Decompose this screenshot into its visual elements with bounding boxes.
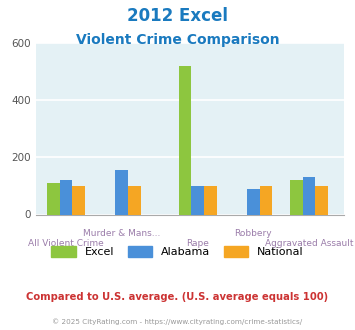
Bar [290,180,302,214]
Bar [47,183,60,214]
Text: © 2025 CityRating.com - https://www.cityrating.com/crime-statistics/: © 2025 CityRating.com - https://www.city… [53,318,302,325]
Text: 2012 Excel: 2012 Excel [127,7,228,25]
Text: Violent Crime Comparison: Violent Crime Comparison [76,33,279,47]
Text: Robbery: Robbery [234,229,272,238]
Text: Murder & Mans...: Murder & Mans... [83,229,160,238]
Text: All Violent Crime: All Violent Crime [28,239,104,248]
Bar [115,170,128,214]
Bar [302,177,315,214]
Bar [60,180,72,214]
Legend: Excel, Alabama, National: Excel, Alabama, National [47,242,308,262]
Bar [204,186,217,215]
Bar [72,186,85,215]
Text: Aggravated Assault: Aggravated Assault [265,239,353,248]
Bar [128,186,141,215]
Bar [191,186,204,215]
Bar [179,66,191,214]
Bar [247,189,260,214]
Text: Compared to U.S. average. (U.S. average equals 100): Compared to U.S. average. (U.S. average … [26,292,329,302]
Bar [315,186,328,215]
Text: Rape: Rape [186,239,209,248]
Bar [260,186,272,215]
